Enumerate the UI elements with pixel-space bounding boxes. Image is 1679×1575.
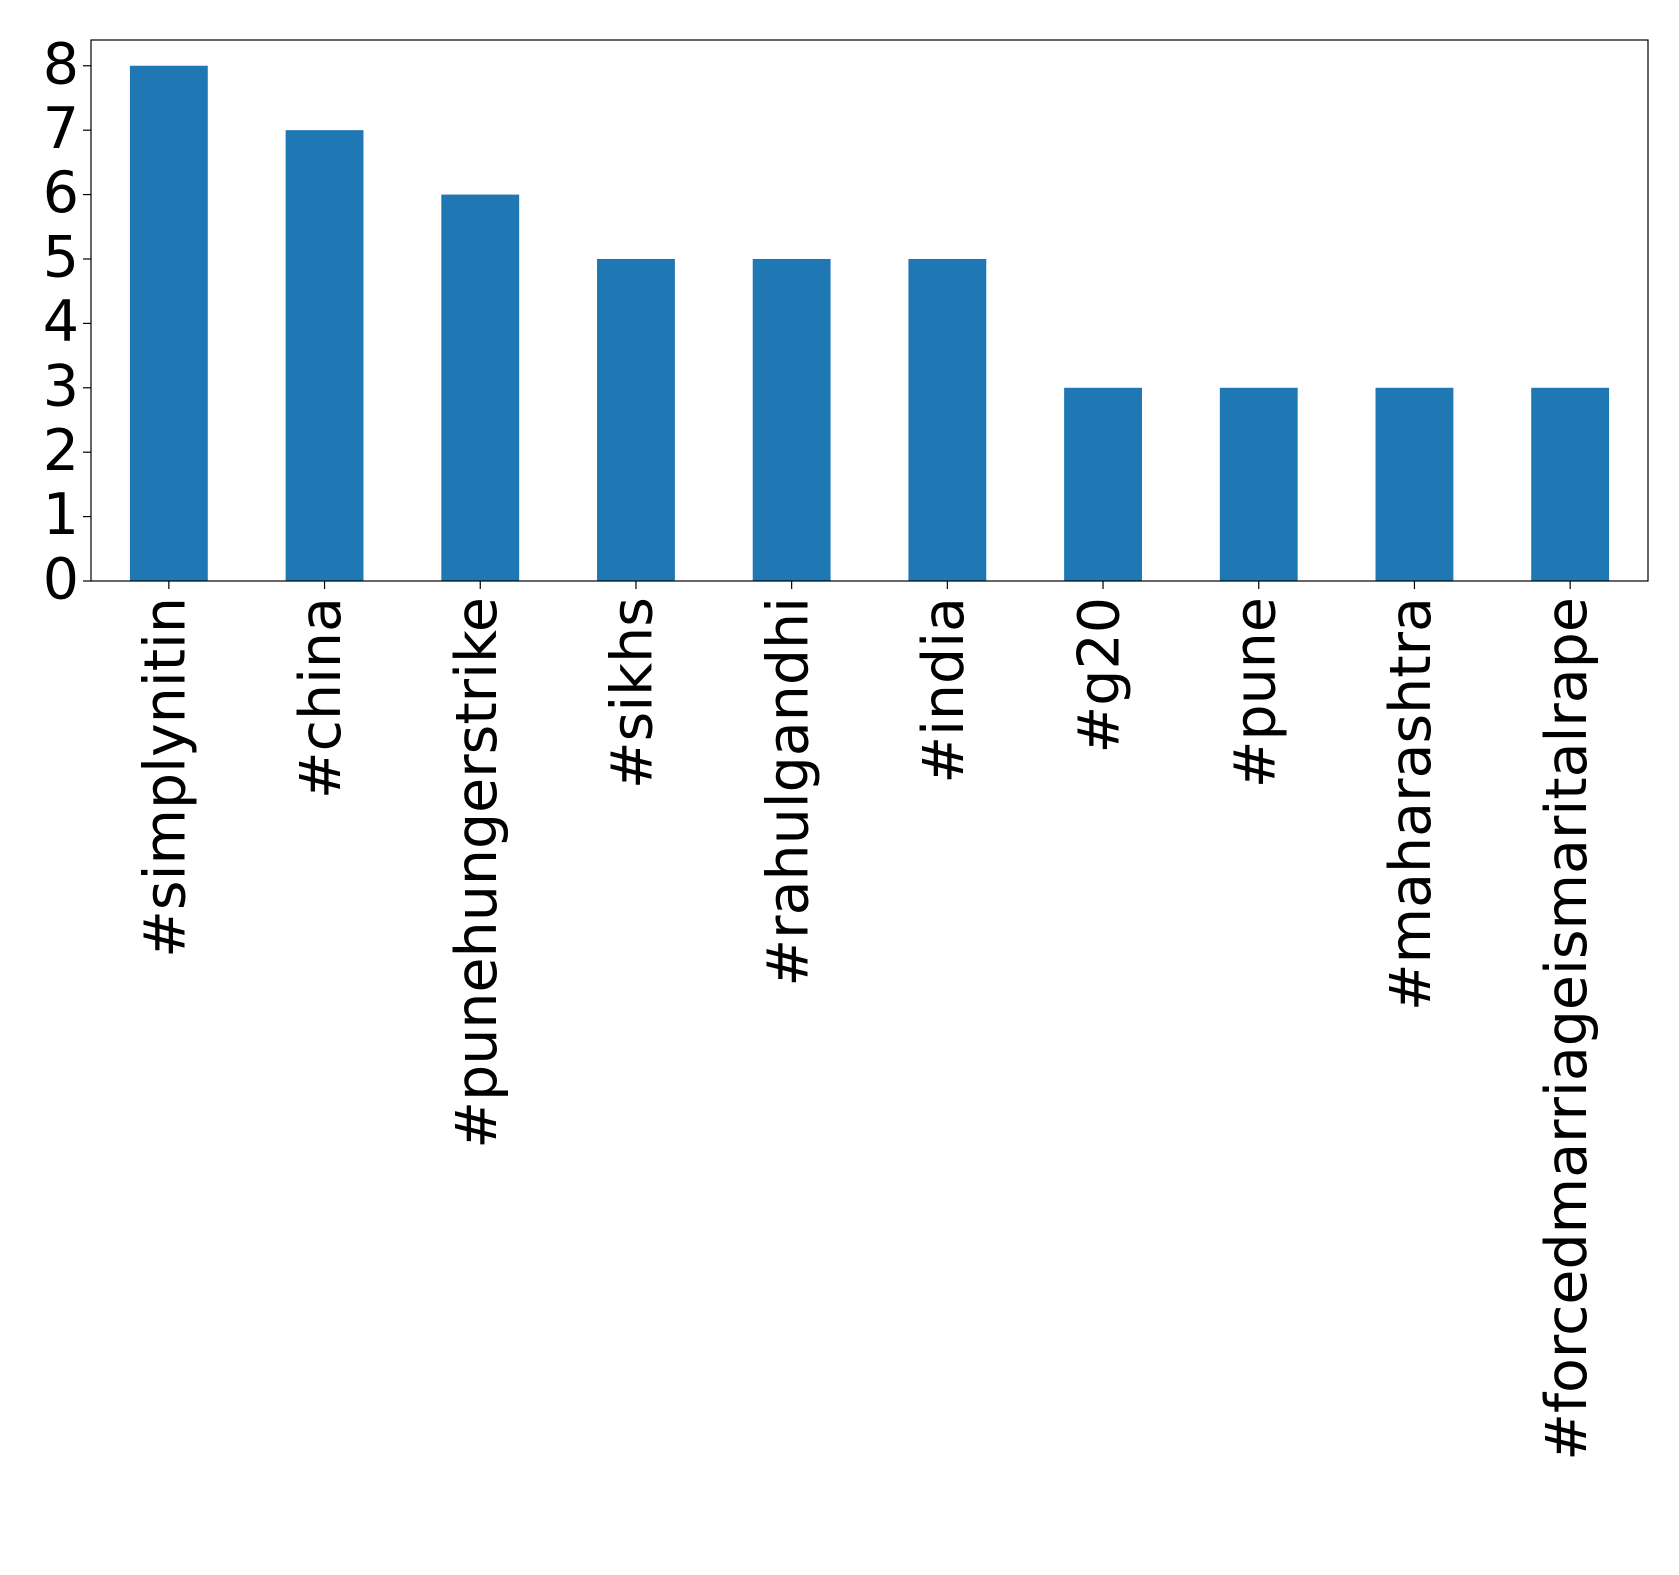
y-tick-label: 2	[43, 418, 79, 484]
bar	[285, 130, 364, 581]
x-tick-label: #g20	[1067, 597, 1133, 753]
y-tick-label: 7	[43, 96, 79, 162]
y-tick-label: 1	[43, 482, 79, 548]
x-tick-label: #india	[911, 597, 977, 784]
bar	[752, 258, 831, 581]
bar	[1531, 387, 1610, 581]
bar	[597, 258, 675, 581]
y-tick-label: 4	[43, 289, 79, 355]
plot-frame	[90, 39, 1649, 582]
bar	[129, 65, 208, 581]
y-tick-label: 3	[43, 353, 79, 419]
bar	[441, 194, 520, 582]
x-tick-label: #pune	[1222, 597, 1288, 788]
x-tick-label: #forcedmarriageismaritalrape	[1534, 597, 1600, 1461]
x-tick-label: #maharashtra	[1378, 597, 1444, 1011]
bar	[1375, 387, 1454, 581]
x-tick-label: #sikhs	[600, 597, 666, 789]
bar	[1219, 387, 1298, 581]
bar	[1064, 387, 1142, 581]
x-tick-label: #rahulgandhi	[755, 597, 821, 987]
y-tick-label: 5	[43, 225, 79, 291]
bar	[908, 258, 987, 581]
y-tick-label: 8	[43, 31, 79, 97]
y-tick-label: 0	[43, 547, 79, 613]
x-tick-label: #simplynitin	[132, 597, 198, 958]
x-tick-label: #china	[288, 597, 354, 799]
x-tick-label: #punehungerstrike	[444, 597, 510, 1149]
y-tick-label: 6	[43, 160, 79, 226]
